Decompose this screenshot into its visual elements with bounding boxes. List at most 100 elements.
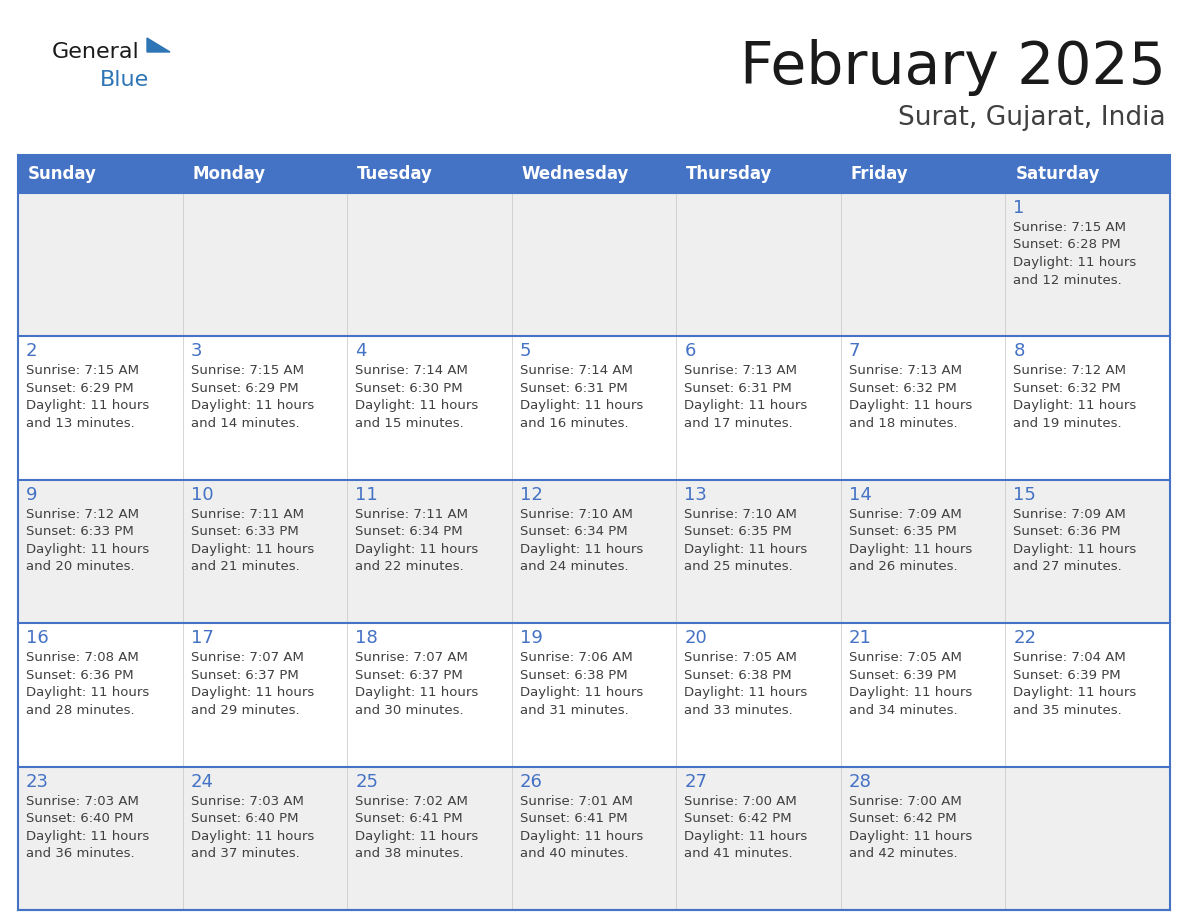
Bar [347, 336, 512, 480]
Text: Daylight: 11 hours: Daylight: 11 hours [26, 543, 150, 555]
Text: Sunrise: 7:13 AM: Sunrise: 7:13 AM [849, 364, 962, 377]
Text: 9: 9 [26, 486, 38, 504]
Text: Sunrise: 7:11 AM: Sunrise: 7:11 AM [355, 508, 468, 521]
Text: Sunrise: 7:03 AM: Sunrise: 7:03 AM [190, 795, 303, 808]
Bar [183, 155, 347, 193]
Bar [841, 767, 1005, 910]
Text: Daylight: 11 hours: Daylight: 11 hours [519, 543, 643, 555]
Text: 5: 5 [519, 342, 531, 361]
Text: Daylight: 11 hours: Daylight: 11 hours [355, 399, 479, 412]
Bar [347, 767, 512, 910]
Text: Sunset: 6:31 PM: Sunset: 6:31 PM [519, 382, 627, 395]
Text: Daylight: 11 hours: Daylight: 11 hours [355, 686, 479, 700]
Bar [1005, 155, 1170, 193]
Text: and 24 minutes.: and 24 minutes. [519, 560, 628, 574]
Text: Sunrise: 7:06 AM: Sunrise: 7:06 AM [519, 651, 632, 665]
Text: Sunset: 6:39 PM: Sunset: 6:39 PM [849, 668, 956, 682]
Text: Sunrise: 7:10 AM: Sunrise: 7:10 AM [519, 508, 632, 521]
Text: Daylight: 11 hours: Daylight: 11 hours [355, 830, 479, 843]
Text: 27: 27 [684, 773, 707, 790]
Text: and 14 minutes.: and 14 minutes. [190, 417, 299, 430]
Text: and 31 minutes.: and 31 minutes. [519, 704, 628, 717]
Text: Sunrise: 7:12 AM: Sunrise: 7:12 AM [1013, 364, 1126, 377]
Bar [18, 155, 183, 193]
Text: Daylight: 11 hours: Daylight: 11 hours [1013, 399, 1137, 412]
Text: Daylight: 11 hours: Daylight: 11 hours [1013, 543, 1137, 555]
Text: Sunset: 6:36 PM: Sunset: 6:36 PM [1013, 525, 1121, 538]
Text: Daylight: 11 hours: Daylight: 11 hours [684, 830, 808, 843]
Text: Sunrise: 7:10 AM: Sunrise: 7:10 AM [684, 508, 797, 521]
Text: Sunset: 6:31 PM: Sunset: 6:31 PM [684, 382, 792, 395]
Bar [676, 480, 841, 623]
Text: Sunset: 6:32 PM: Sunset: 6:32 PM [1013, 382, 1121, 395]
Text: Sunset: 6:33 PM: Sunset: 6:33 PM [190, 525, 298, 538]
Text: 22: 22 [1013, 629, 1036, 647]
Text: Sunset: 6:42 PM: Sunset: 6:42 PM [684, 812, 792, 825]
Text: Daylight: 11 hours: Daylight: 11 hours [849, 399, 972, 412]
Text: Daylight: 11 hours: Daylight: 11 hours [26, 830, 150, 843]
Text: 4: 4 [355, 342, 367, 361]
Text: Sunset: 6:39 PM: Sunset: 6:39 PM [1013, 668, 1121, 682]
Bar [183, 193, 347, 336]
Bar [512, 193, 676, 336]
Bar [1005, 480, 1170, 623]
Text: 16: 16 [26, 629, 49, 647]
Bar [512, 155, 676, 193]
Text: Daylight: 11 hours: Daylight: 11 hours [190, 686, 314, 700]
Text: Daylight: 11 hours: Daylight: 11 hours [355, 543, 479, 555]
Bar [18, 193, 183, 336]
Text: 25: 25 [355, 773, 378, 790]
Text: Tuesday: Tuesday [358, 165, 432, 183]
Text: and 20 minutes.: and 20 minutes. [26, 560, 134, 574]
Text: and 40 minutes.: and 40 minutes. [519, 847, 628, 860]
Text: and 35 minutes.: and 35 minutes. [1013, 704, 1123, 717]
Text: Sunrise: 7:14 AM: Sunrise: 7:14 AM [355, 364, 468, 377]
Text: Daylight: 11 hours: Daylight: 11 hours [849, 686, 972, 700]
Bar [347, 193, 512, 336]
Text: Daylight: 11 hours: Daylight: 11 hours [190, 543, 314, 555]
Text: and 34 minutes.: and 34 minutes. [849, 704, 958, 717]
Bar [676, 155, 841, 193]
Text: and 38 minutes.: and 38 minutes. [355, 847, 463, 860]
Text: and 18 minutes.: and 18 minutes. [849, 417, 958, 430]
Text: Saturday: Saturday [1016, 165, 1100, 183]
Bar [183, 767, 347, 910]
Text: 19: 19 [519, 629, 543, 647]
Text: Sunset: 6:29 PM: Sunset: 6:29 PM [190, 382, 298, 395]
Text: Sunset: 6:28 PM: Sunset: 6:28 PM [1013, 239, 1121, 252]
Text: Sunrise: 7:05 AM: Sunrise: 7:05 AM [849, 651, 962, 665]
Text: Sunrise: 7:08 AM: Sunrise: 7:08 AM [26, 651, 139, 665]
Text: and 29 minutes.: and 29 minutes. [190, 704, 299, 717]
Bar [18, 155, 1170, 910]
Text: Sunrise: 7:11 AM: Sunrise: 7:11 AM [190, 508, 304, 521]
Text: 3: 3 [190, 342, 202, 361]
Bar [183, 336, 347, 480]
Text: and 25 minutes.: and 25 minutes. [684, 560, 794, 574]
Text: Sunrise: 7:13 AM: Sunrise: 7:13 AM [684, 364, 797, 377]
Text: Sunrise: 7:09 AM: Sunrise: 7:09 AM [849, 508, 961, 521]
Text: and 19 minutes.: and 19 minutes. [1013, 417, 1121, 430]
Text: Sunrise: 7:07 AM: Sunrise: 7:07 AM [355, 651, 468, 665]
Text: 28: 28 [849, 773, 872, 790]
Text: and 13 minutes.: and 13 minutes. [26, 417, 134, 430]
Text: Sunrise: 7:12 AM: Sunrise: 7:12 AM [26, 508, 139, 521]
Text: 15: 15 [1013, 486, 1036, 504]
Text: 7: 7 [849, 342, 860, 361]
Text: Blue: Blue [100, 70, 150, 90]
Text: Sunset: 6:33 PM: Sunset: 6:33 PM [26, 525, 134, 538]
Text: and 28 minutes.: and 28 minutes. [26, 704, 134, 717]
Text: Daylight: 11 hours: Daylight: 11 hours [519, 399, 643, 412]
Bar [512, 767, 676, 910]
Text: Sunset: 6:32 PM: Sunset: 6:32 PM [849, 382, 956, 395]
Text: Sunrise: 7:15 AM: Sunrise: 7:15 AM [190, 364, 304, 377]
Text: Sunrise: 7:00 AM: Sunrise: 7:00 AM [684, 795, 797, 808]
Text: Friday: Friday [851, 165, 909, 183]
Text: Daylight: 11 hours: Daylight: 11 hours [849, 830, 972, 843]
Text: Sunset: 6:40 PM: Sunset: 6:40 PM [26, 812, 133, 825]
Bar [841, 155, 1005, 193]
Bar [512, 336, 676, 480]
Bar [676, 767, 841, 910]
Text: 17: 17 [190, 629, 214, 647]
Text: Sunday: Sunday [29, 165, 97, 183]
Bar [676, 336, 841, 480]
